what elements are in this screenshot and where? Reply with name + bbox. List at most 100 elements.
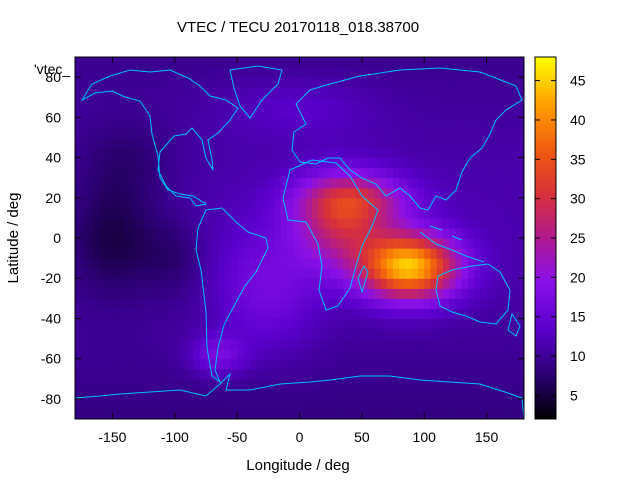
heat-cell (361, 177, 369, 189)
heat-cell (467, 378, 475, 390)
heat-cell (199, 227, 207, 239)
heat-cell (224, 398, 232, 410)
heat-cell (436, 127, 444, 139)
heat-cell (368, 338, 375, 350)
heat-cell (181, 177, 188, 189)
heat-cell (137, 358, 145, 370)
heat-cell (149, 348, 157, 360)
heat-cell (237, 87, 244, 98)
heat-cell (374, 207, 382, 219)
heat-cell (81, 107, 89, 118)
heat-cell (287, 197, 294, 209)
heat-cell (137, 378, 145, 390)
heat-cell (81, 328, 89, 340)
heat-cell (511, 67, 519, 78)
heat-cell (430, 67, 438, 78)
heat-cell (330, 408, 338, 419)
heat-cell (399, 137, 407, 149)
heat-cell (106, 278, 114, 289)
heat-cell (368, 187, 375, 199)
heat-cell (106, 127, 114, 139)
heat-cell (505, 207, 513, 219)
heat-cell (143, 217, 151, 229)
heat-cell (181, 358, 188, 370)
heat-cell (156, 278, 163, 289)
heat-cell (430, 147, 438, 159)
heat-cell (442, 318, 450, 330)
heat-cell (168, 187, 176, 199)
heat-cell (374, 97, 382, 108)
heat-cell (199, 67, 207, 78)
heat-cell (361, 288, 369, 299)
heat-cell (262, 227, 269, 239)
heat-cell (187, 157, 195, 169)
heat-cell (81, 127, 89, 139)
heat-cell (374, 167, 382, 179)
heat-cell (268, 217, 276, 229)
heat-cell (280, 137, 288, 149)
heat-cell (255, 147, 263, 159)
heat-cell (499, 77, 506, 88)
heat-cell (212, 97, 220, 108)
heat-cell (436, 177, 444, 189)
heat-cell (156, 398, 163, 410)
heat-cell (112, 167, 120, 179)
heat-cell (499, 348, 506, 360)
heat-cell (343, 368, 350, 380)
heat-cell (417, 288, 425, 299)
heat-cell (349, 358, 357, 370)
heat-cell (168, 57, 176, 68)
heat-cell (417, 298, 425, 309)
colorbar-tick-label: 15 (570, 309, 586, 325)
heat-cell (505, 87, 513, 98)
heat-cell (355, 398, 363, 410)
heat-cell (393, 227, 400, 239)
x-tick-label: -100 (161, 429, 189, 445)
heat-cell (474, 298, 481, 309)
heat-cell (87, 157, 95, 169)
heat-cell (417, 348, 425, 360)
heat-cell (461, 137, 469, 149)
heat-cell (486, 157, 494, 169)
heat-cell (218, 348, 226, 360)
heat-cell (343, 207, 350, 219)
heat-cell (106, 368, 114, 380)
heat-cell (230, 328, 238, 340)
heat-cell (318, 177, 326, 189)
heat-cell (311, 308, 319, 320)
heat-cell (99, 328, 107, 340)
heat-cell (187, 57, 195, 68)
heat-cell (480, 227, 488, 239)
heat-cell (455, 167, 463, 179)
heat-cell (112, 177, 120, 189)
heat-cell (106, 258, 114, 269)
heat-cell (430, 77, 438, 88)
heat-cell (336, 278, 344, 289)
heat-cell (349, 258, 357, 269)
heat-cell (106, 268, 114, 279)
heat-cell (156, 358, 163, 370)
heat-cell (131, 338, 138, 350)
heat-cell (417, 328, 425, 340)
heat-cell (318, 308, 326, 320)
heat-cell (374, 157, 382, 169)
heat-cell (467, 388, 475, 400)
heat-cell (75, 328, 82, 340)
heat-cell (287, 338, 294, 350)
heat-cell (156, 268, 163, 279)
heat-cell (131, 67, 138, 78)
heat-cell (237, 238, 244, 249)
heat-cell (224, 268, 232, 279)
heat-cell (311, 67, 319, 78)
heat-cell (81, 358, 89, 370)
heat-cell (374, 318, 382, 330)
heat-cell (162, 77, 170, 88)
heat-cell (106, 207, 114, 219)
heat-cell (280, 298, 288, 309)
heat-cell (174, 157, 182, 169)
heat-cell (311, 207, 319, 219)
heat-cell (124, 187, 132, 199)
heat-cell (430, 217, 438, 229)
heat-cell (81, 368, 89, 380)
heat-cell (455, 137, 463, 149)
